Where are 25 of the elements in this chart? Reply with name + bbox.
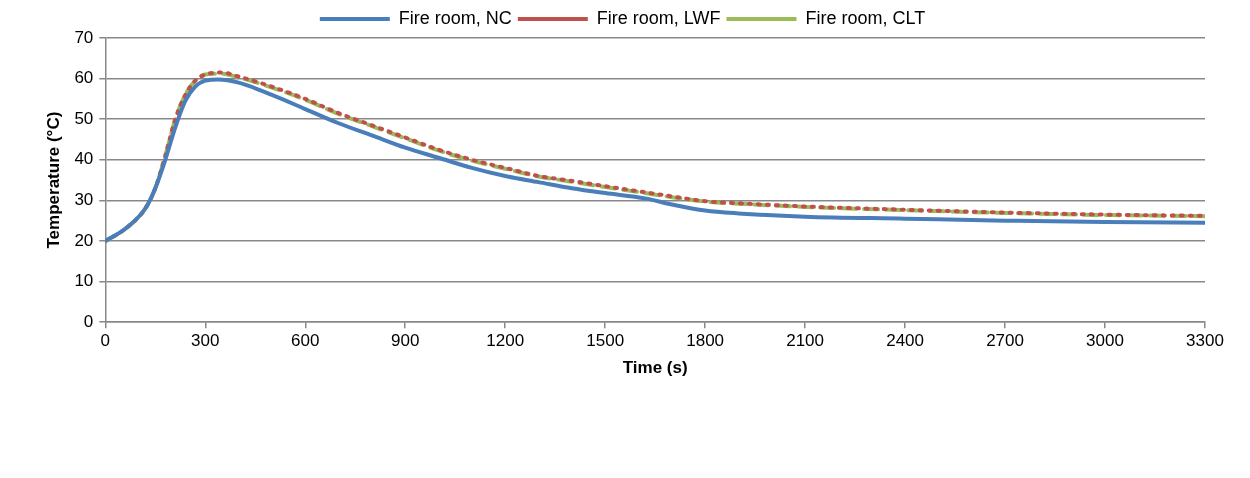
- x-tick-label: 0: [100, 331, 111, 351]
- y-tick-label: 30: [74, 190, 94, 210]
- y-tick-label: 60: [74, 68, 94, 88]
- y-tick-label: 70: [74, 27, 94, 47]
- x-tick-label: 300: [191, 331, 220, 351]
- y-tick-label: 20: [74, 230, 94, 250]
- x-tick-label: 1800: [686, 331, 725, 351]
- y-tick-label: 50: [74, 108, 94, 128]
- y-tick-label: 40: [74, 149, 94, 169]
- x-tick-label: 600: [291, 331, 320, 351]
- x-tick-label: 3300: [1186, 331, 1224, 351]
- x-tick-label: 2100: [786, 331, 825, 351]
- legend-label: Fire room, LWF: [596, 7, 721, 28]
- x-tick-label: 3000: [1086, 331, 1124, 351]
- x-tick-label: 2700: [986, 331, 1024, 351]
- y-tick-label: 0: [83, 311, 94, 331]
- x-tick-label: 1500: [586, 331, 625, 351]
- x-tick-label: 1200: [486, 331, 525, 351]
- x-tick-label: 900: [391, 331, 420, 351]
- x-axis-title: Time (s): [622, 358, 688, 378]
- x-tick-label: 2400: [886, 331, 924, 351]
- legend-label: Fire room, CLT: [805, 7, 926, 28]
- legend-label: Fire room, NC: [398, 7, 512, 28]
- y-tick-label: 10: [74, 271, 94, 291]
- y-axis-title: Temperature (°C): [43, 111, 63, 249]
